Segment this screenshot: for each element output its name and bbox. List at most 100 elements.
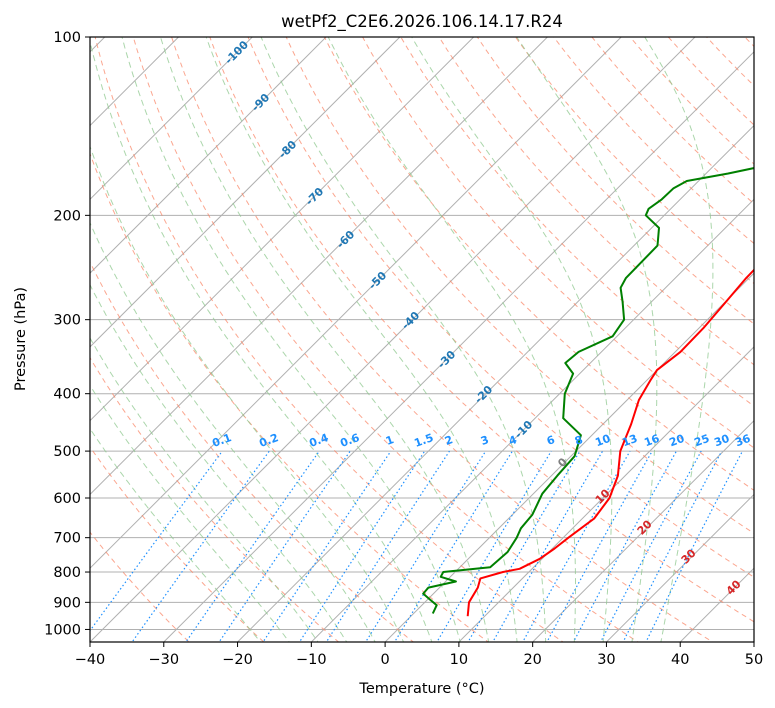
- dry-adiabat-line: [171, 37, 714, 642]
- mixing-ratio-label: 4: [507, 433, 519, 448]
- y-tick-label: 1000: [44, 622, 81, 638]
- y-tick-label: 700: [53, 531, 81, 547]
- mixing-ratio-label: 0.6: [338, 431, 361, 450]
- moist-adiabat-line: [90, 427, 262, 642]
- dry-adiabat-line: [323, 37, 754, 491]
- dewpoint-profile: [422, 167, 754, 614]
- mixing-ratio-label: 0.4: [307, 431, 330, 450]
- dry-adiabat-line: [90, 446, 265, 642]
- dry-adiabat-line: [90, 152, 490, 642]
- y-axis-title: Pressure (hPa): [13, 287, 29, 391]
- moist-adiabat-line: [121, 37, 461, 642]
- y-tick-label: 300: [53, 313, 81, 329]
- mixing-ratio-line: [546, 450, 653, 642]
- mixing-ratio-label: 1.5: [412, 431, 435, 450]
- mixing-ratio-line: [262, 450, 392, 642]
- mixing-ratio-label: 13: [620, 432, 639, 449]
- x-tick-label: −40: [75, 652, 106, 668]
- chart-title: wetPf2_C2E6.2026.106.14.17.R24: [281, 12, 563, 32]
- mixing-ratio-label: 3: [479, 433, 491, 448]
- isotherm-line: [90, 37, 327, 274]
- isotherm-line: [384, 272, 754, 642]
- mixing-ratio-label: 20: [667, 432, 686, 450]
- axes: −40 −30 −20 −10 0 10 20 30 40 5010020030040050060…: [44, 30, 763, 668]
- mixing-ratio-line: [364, 450, 487, 642]
- y-tick-label: 600: [53, 491, 81, 507]
- isotherm-line: [90, 37, 254, 201]
- dry-adiabat-line: [209, 37, 754, 623]
- dry-adiabat-line: [438, 37, 754, 366]
- x-tick-label: 50: [745, 652, 763, 668]
- mixing-ratio-line: [572, 450, 677, 642]
- x-tick-label: 30: [597, 652, 615, 668]
- mixing-ratio-line: [599, 450, 702, 642]
- plot-area: [90, 37, 754, 642]
- mixing-ratio-label: 1: [384, 433, 396, 448]
- isotherm-line: [310, 198, 754, 642]
- mixing-ratio-label: 0.1: [210, 431, 233, 450]
- moist-adiabat-line: [90, 145, 405, 642]
- isotherm-line: [90, 37, 401, 348]
- isotherm-line: [163, 51, 754, 642]
- dry-adiabat-line: [90, 356, 340, 642]
- x-axis-title: Temperature (°C): [358, 681, 484, 697]
- moist-adiabat-line: [644, 37, 714, 642]
- dry-adiabat-line: [90, 260, 415, 642]
- mixing-ratio-label: 0.2: [257, 431, 280, 450]
- mixing-ratio-line: [90, 450, 223, 632]
- y-tick-label: 200: [53, 208, 81, 224]
- mixing-ratio-line: [131, 450, 270, 642]
- isotherm-line: [90, 37, 549, 496]
- dry-adiabat-line: [132, 37, 639, 642]
- mixing-ratio-line: [467, 450, 581, 642]
- isotherm-line: [90, 37, 475, 422]
- isotherm-line: [605, 493, 754, 642]
- y-tick-label: 800: [53, 565, 81, 581]
- isotherm-line: [90, 37, 622, 569]
- x-tick-label: 10: [450, 652, 468, 668]
- y-tick-label: 900: [53, 595, 81, 611]
- mixing-ratio-label: 6: [545, 433, 557, 448]
- x-tick-label: 20: [523, 652, 541, 668]
- x-tick-label: −10: [296, 652, 327, 668]
- moist-adiabat-line: [90, 384, 290, 642]
- dry-adiabat-line: [362, 37, 754, 449]
- y-tick-label: 400: [53, 387, 81, 403]
- moist-adiabat-line: [260, 37, 547, 642]
- isotherm-line: [236, 124, 754, 642]
- moist-adiabat-line: [90, 283, 348, 642]
- moist-adiabat-line: [90, 337, 319, 642]
- temperature-profile: [466, 268, 754, 617]
- x-tick-label: −20: [222, 652, 253, 668]
- x-tick-label: 40: [671, 652, 689, 668]
- moist-adiabat-line: [90, 221, 376, 642]
- isotherm-line: [90, 37, 696, 642]
- moist-adiabat-line: [159, 37, 490, 642]
- mixing-ratio-label: 25: [692, 432, 711, 449]
- moist-adiabat-line: [327, 37, 576, 642]
- moist-adiabat-line: [411, 37, 613, 642]
- mixing-ratio-label: 10: [593, 432, 612, 450]
- mixing-ratio-line: [492, 450, 604, 642]
- isotherm-line: [531, 419, 754, 642]
- mixing-ratio-label: 8: [573, 433, 585, 448]
- mixing-ratio-label: 30: [712, 432, 731, 450]
- mixing-ratio-label: 16: [642, 432, 661, 450]
- y-tick-label: 100: [53, 30, 81, 46]
- mixing-ratio-line: [218, 450, 351, 642]
- moist-adiabat-line: [516, 37, 658, 642]
- mixing-ratio-line: [325, 450, 450, 642]
- mixing-ratio-line: [298, 450, 426, 642]
- moist-adiabat-line: [90, 39, 433, 642]
- dry-adiabat-line: [94, 37, 564, 642]
- isotherm-line: [458, 346, 754, 642]
- mixing-ratio-label: 2: [443, 433, 455, 448]
- x-tick-label: 0: [380, 652, 389, 668]
- plot-frame: [89, 36, 755, 643]
- mixing-ratio-line: [436, 450, 552, 642]
- mixing-ratio-label: 36: [733, 432, 752, 450]
- y-tick-label: 500: [53, 444, 81, 460]
- mixing-ratio-line: [393, 450, 513, 642]
